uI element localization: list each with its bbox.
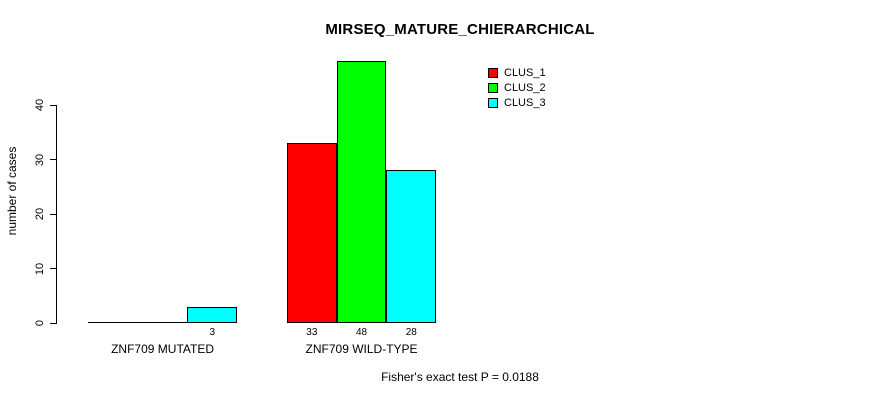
footer-annotation: Fisher's exact test P = 0.0188 (381, 370, 539, 384)
category-label-2: ZNF709 WILD-TYPE (305, 342, 418, 356)
y-tick-label: 30 (34, 153, 46, 166)
legend-swatch-clus-3-icon (488, 97, 498, 108)
y-tick-label: 40 (34, 98, 46, 112)
zero-height-bar-clus_2-1 (137, 322, 189, 323)
y-axis-title: number of cases (5, 146, 19, 236)
y-tick-mark (50, 159, 56, 160)
legend-label-clus-3: CLUS_3 (504, 96, 546, 109)
bar-value-label: 33 (306, 327, 318, 338)
bar-clus_3-1 (187, 306, 238, 323)
legend-item-clus-2: CLUS_2 (488, 80, 546, 95)
legend-swatch-clus-1-icon (488, 67, 498, 78)
y-tick-mark (50, 322, 56, 324)
y-tick-label: 20 (34, 207, 46, 221)
bar-value-label: 28 (405, 327, 417, 338)
zero-height-bar-clus_1-1 (88, 322, 139, 323)
y-tick-label: 10 (34, 262, 46, 275)
y-tick-mark (50, 213, 56, 215)
legend-swatch-clus-2-icon (488, 82, 498, 93)
legend: CLUS_1 CLUS_2 CLUS_3 (488, 65, 546, 110)
y-tick-mark (50, 104, 56, 106)
category-label-1: ZNF709 MUTATED (111, 342, 214, 356)
y-axis-line (56, 105, 57, 324)
legend-item-clus-3: CLUS_3 (488, 95, 546, 110)
legend-item-clus-1: CLUS_1 (488, 65, 546, 80)
y-tick-label: 0 (34, 319, 46, 327)
legend-label-clus-2: CLUS_2 (504, 81, 546, 94)
bar-clus_2-2 (336, 61, 387, 323)
bar-clus_3-2 (386, 170, 437, 323)
y-tick-mark (50, 268, 56, 269)
bar-clus_1-2 (287, 143, 337, 323)
bar-value-label: 48 (355, 327, 368, 338)
bar-value-label: 3 (209, 327, 216, 338)
legend-label-clus-1: CLUS_1 (504, 66, 546, 79)
chart-title: MIRSEQ_MATURE_CHIERARCHICAL (325, 21, 595, 38)
